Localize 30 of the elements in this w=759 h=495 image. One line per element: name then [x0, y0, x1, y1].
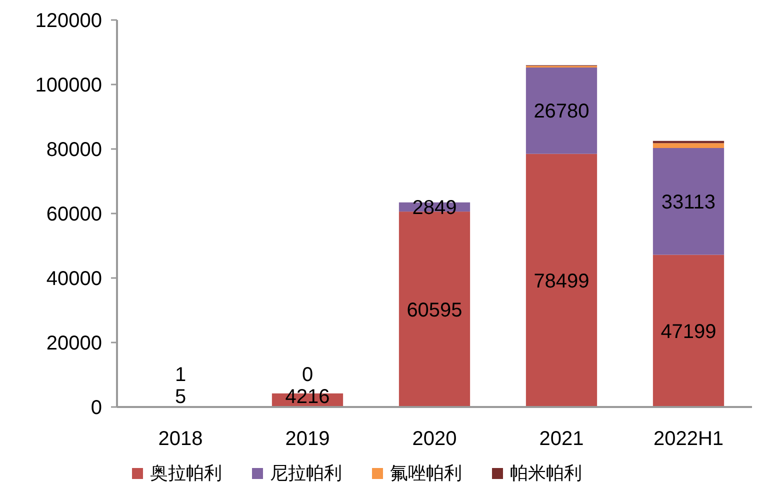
x-tick-label: 2022H1 [653, 428, 724, 450]
legend-label: 奥拉帕利 [150, 463, 222, 483]
y-tick-label: 60000 [46, 204, 102, 226]
data-label: 26780 [534, 100, 590, 123]
y-tick-label: 100000 [35, 74, 102, 96]
bar [652, 148, 724, 255]
data-label: 1 [174, 364, 186, 386]
data-label: 2849 [412, 196, 457, 219]
legend-label: 氟唑帕利 [390, 463, 462, 483]
x-tick-label: 2018 [158, 428, 203, 450]
data-label: 47199 [660, 320, 716, 343]
data-label: 33113 [661, 191, 716, 214]
x-tick-label: 2019 [285, 428, 330, 450]
y-tick-label: 40000 [46, 268, 102, 290]
y-tick-label: 0 [90, 397, 102, 419]
y-tick-label: 20000 [46, 332, 102, 354]
y-tick-label: 80000 [46, 139, 102, 161]
legend-label: 帕米帕利 [510, 463, 582, 483]
data-label: 78499 [534, 270, 590, 292]
bar [652, 143, 724, 148]
y-tick-label: 120000 [35, 10, 102, 32]
bar [526, 154, 598, 407]
bar [526, 67, 598, 154]
bar [652, 254, 724, 407]
legend-label: 尼拉帕利 [270, 463, 342, 483]
x-tick-label: 2020 [412, 428, 457, 450]
x-tick-label: 2021 [539, 428, 584, 450]
data-label: 5 [174, 386, 186, 408]
data-label: 0 [302, 364, 314, 386]
data-label: 60595 [406, 299, 462, 322]
